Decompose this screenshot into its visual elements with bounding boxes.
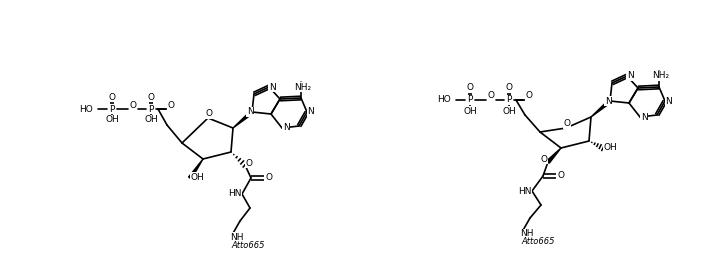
Text: NH₂: NH₂	[653, 71, 670, 81]
Text: OH: OH	[603, 142, 617, 152]
Text: O: O	[147, 92, 154, 102]
Text: O: O	[245, 158, 252, 168]
Polygon shape	[233, 111, 253, 128]
Text: OH: OH	[190, 172, 204, 182]
Text: O: O	[525, 92, 533, 100]
Text: HO: HO	[437, 95, 451, 105]
Text: N: N	[269, 83, 275, 92]
Polygon shape	[188, 159, 203, 179]
Text: O: O	[557, 171, 565, 181]
Text: P: P	[109, 105, 114, 113]
Text: O: O	[488, 92, 494, 100]
Text: Atto665: Atto665	[521, 238, 555, 246]
Text: O: O	[540, 155, 547, 163]
Text: P: P	[149, 105, 154, 113]
Text: NH: NH	[230, 232, 244, 242]
Text: N: N	[308, 107, 314, 116]
Text: N: N	[641, 113, 648, 121]
Text: O: O	[466, 84, 474, 92]
Text: P: P	[467, 95, 473, 105]
Text: NH₂: NH₂	[294, 83, 311, 92]
Polygon shape	[591, 100, 611, 117]
Text: O: O	[129, 100, 137, 110]
Text: N: N	[283, 123, 289, 132]
Text: OH: OH	[463, 107, 477, 115]
Text: HN: HN	[518, 187, 532, 195]
Text: OH: OH	[144, 115, 158, 124]
Text: N: N	[604, 97, 611, 105]
Text: O: O	[506, 84, 513, 92]
Text: HN: HN	[228, 190, 242, 198]
Text: O: O	[109, 92, 115, 102]
Text: NH: NH	[520, 230, 534, 238]
Text: P: P	[506, 95, 512, 105]
Text: OH: OH	[502, 107, 516, 115]
Text: N: N	[626, 71, 634, 81]
Text: N: N	[247, 107, 253, 116]
Text: O: O	[265, 174, 272, 182]
Polygon shape	[547, 148, 561, 163]
Text: N: N	[665, 97, 673, 105]
Text: HO: HO	[79, 105, 93, 113]
Text: O: O	[205, 110, 213, 118]
Text: O: O	[168, 100, 174, 110]
Text: OH: OH	[105, 115, 119, 124]
Text: Atto665: Atto665	[231, 240, 264, 250]
Text: O: O	[564, 120, 570, 129]
